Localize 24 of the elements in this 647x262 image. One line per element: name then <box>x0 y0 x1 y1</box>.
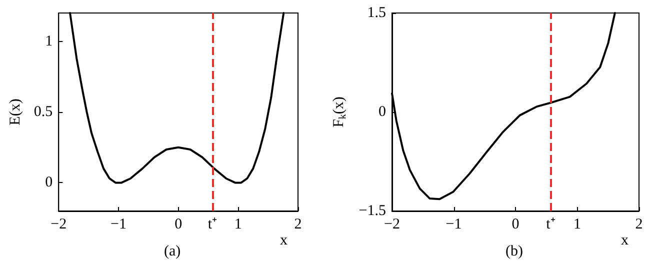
x-tick-label: t⁺ <box>546 216 556 232</box>
x-tick-label: −2 <box>50 216 67 232</box>
y-axis-title: E(x) <box>8 98 24 126</box>
x-axis-title: x <box>280 232 288 248</box>
y-axis-title: Fk(x) <box>330 96 348 128</box>
x-tick-label: t⁺ <box>208 216 218 232</box>
x-tick-label: 2 <box>294 216 302 232</box>
y-tick-label: 1 <box>45 33 53 50</box>
y-tick-label: 0.5 <box>34 104 53 120</box>
y-tick-label: 0 <box>378 104 386 120</box>
y-tick-label: −1.5 <box>358 203 386 219</box>
text: (a) <box>164 244 181 260</box>
x-tick-label: −2 <box>384 216 400 232</box>
x-tick-label: 1 <box>574 216 581 232</box>
x-tick-label: 1 <box>234 216 242 232</box>
x-tick-label: −1 <box>110 216 126 232</box>
y-tick-label: 0 <box>45 174 53 191</box>
x-tick-label: 0 <box>174 216 182 232</box>
x-tick-label: −1 <box>446 216 462 232</box>
x-tick-label: 0 <box>512 216 520 232</box>
x-axis-title: x <box>621 232 629 248</box>
y-tick-label: 1.5 <box>367 5 386 21</box>
x-tick-label: 2 <box>635 216 643 232</box>
text: (b) <box>506 244 523 260</box>
